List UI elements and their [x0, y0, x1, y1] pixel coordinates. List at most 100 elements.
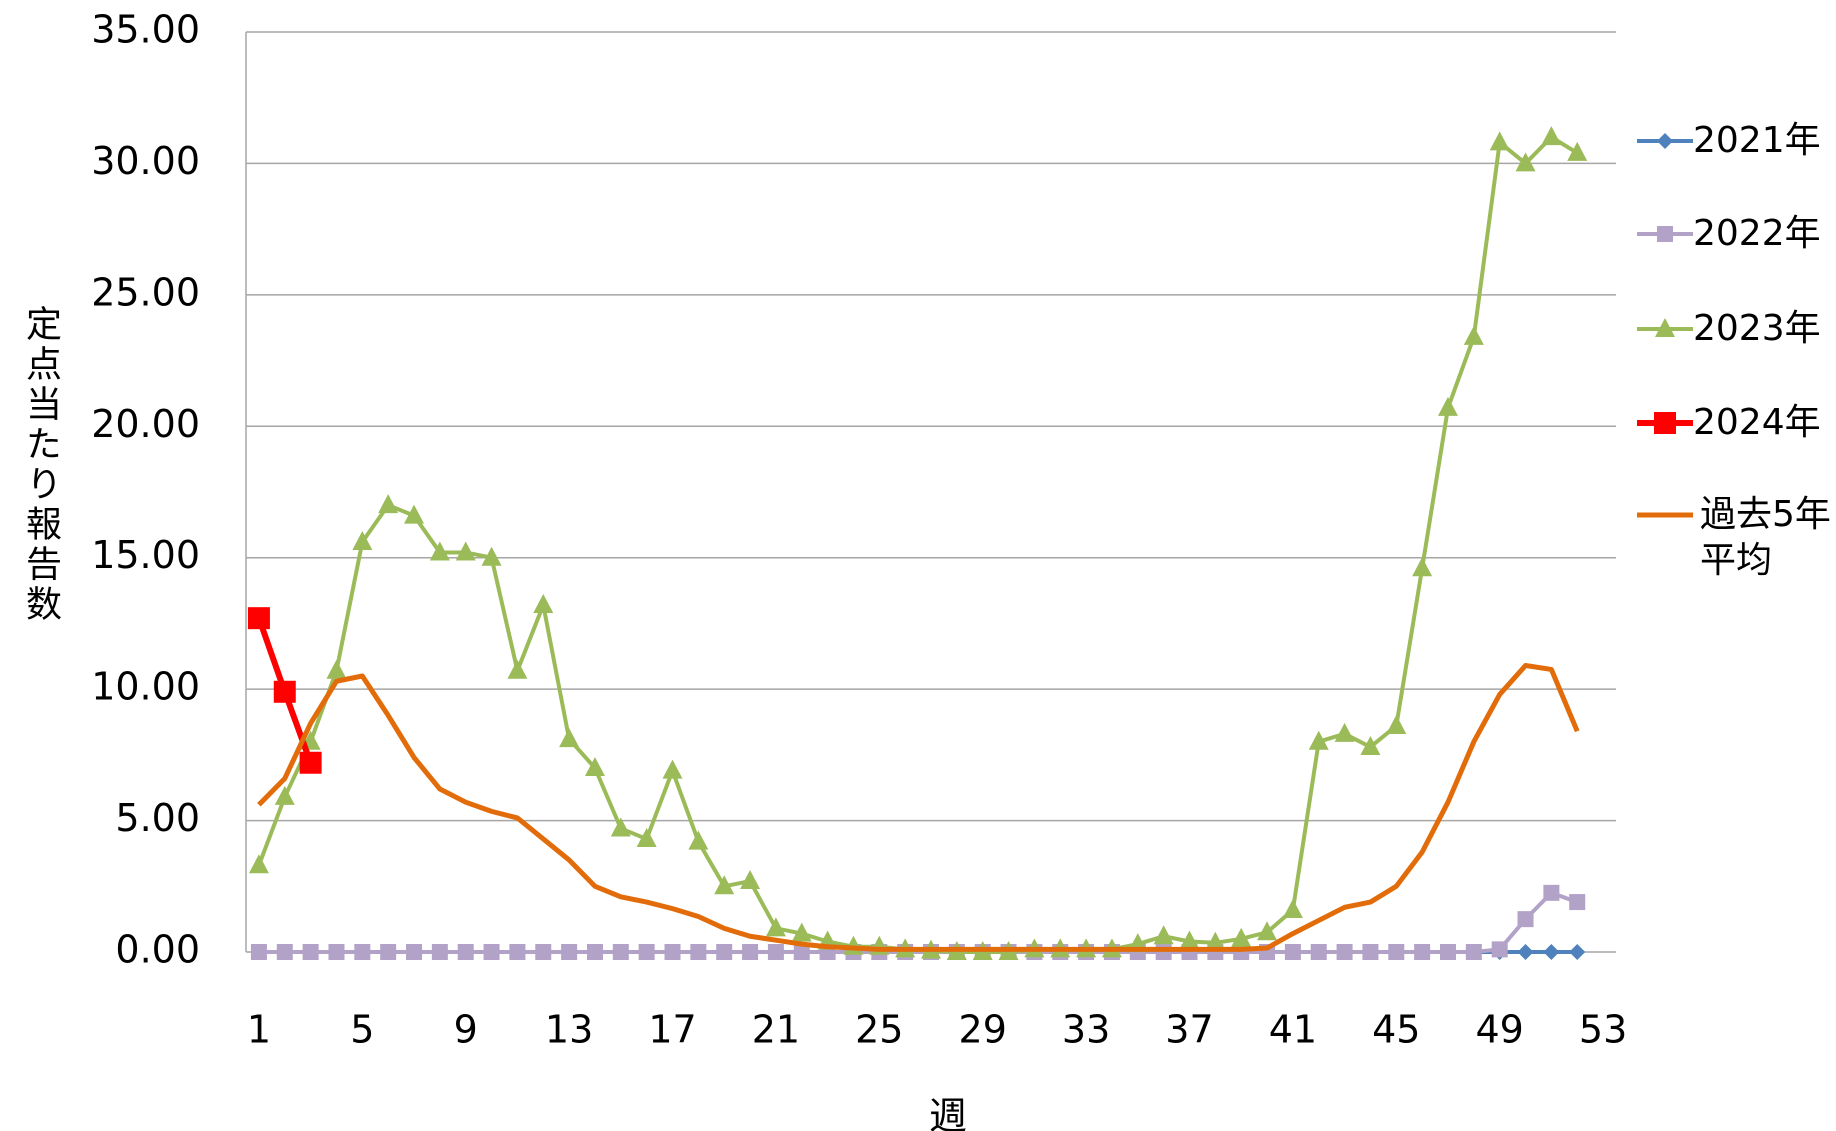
- marker: [1205, 931, 1226, 951]
- y-tick-label: 20.00: [91, 402, 200, 446]
- marker: [1465, 944, 1482, 960]
- marker: [299, 751, 322, 774]
- marker: [716, 944, 733, 960]
- marker: [1463, 325, 1484, 345]
- marker: [1257, 921, 1278, 941]
- x-tick-label: 9: [454, 1008, 478, 1052]
- y-tick-label: 0.00: [115, 928, 200, 972]
- legend-label: 2023年: [1693, 308, 1821, 349]
- y-tick-label: 25.00: [91, 270, 200, 314]
- marker: [380, 944, 397, 960]
- x-tick-label: 25: [855, 1008, 903, 1052]
- x-tick-label: 53: [1579, 1008, 1627, 1052]
- marker: [1489, 131, 1510, 151]
- marker: [1543, 944, 1560, 960]
- series-line: [257, 135, 1579, 954]
- marker: [431, 944, 448, 960]
- marker: [688, 830, 709, 850]
- legend-label: 2024年: [1693, 402, 1821, 443]
- marker: [507, 659, 528, 679]
- marker: [352, 530, 373, 550]
- y-axis-title: 定点当たり報告数: [20, 305, 61, 625]
- marker: [1360, 735, 1381, 755]
- marker: [535, 944, 552, 960]
- x-tick-label: 37: [1165, 1008, 1213, 1052]
- marker: [1179, 930, 1200, 950]
- marker: [636, 827, 657, 847]
- marker: [612, 944, 629, 960]
- legend-label: 過去5年平均: [1700, 494, 1831, 581]
- marker: [664, 944, 681, 960]
- marker: [1439, 944, 1456, 960]
- marker: [610, 817, 631, 837]
- x-tick-label: 45: [1372, 1008, 1420, 1052]
- marker: [354, 944, 371, 960]
- y-tick-label: 30.00: [91, 139, 200, 183]
- y-tick-label: 15.00: [91, 533, 200, 577]
- marker: [1282, 898, 1303, 918]
- marker: [1491, 941, 1508, 958]
- marker: [1414, 944, 1431, 960]
- marker: [276, 944, 293, 960]
- y-tick-label: 5.00: [115, 796, 200, 840]
- marker: [1569, 894, 1586, 911]
- marker: [1569, 944, 1586, 960]
- marker: [714, 875, 735, 895]
- marker: [1386, 714, 1407, 734]
- marker: [406, 944, 423, 960]
- marker: [1284, 944, 1301, 960]
- marker: [793, 944, 810, 960]
- marker: [378, 494, 399, 514]
- marker: [1412, 557, 1433, 577]
- marker: [1437, 396, 1458, 416]
- marker: [742, 944, 759, 960]
- marker: [481, 546, 502, 566]
- marker: [1567, 141, 1588, 161]
- marker: [429, 541, 450, 561]
- marker: [662, 759, 683, 779]
- marker: [1517, 944, 1534, 960]
- marker: [1541, 126, 1562, 146]
- series-line: [258, 890, 1578, 954]
- marker: [1655, 318, 1675, 337]
- marker: [302, 944, 319, 960]
- marker: [767, 944, 784, 960]
- x-tick-label: 41: [1269, 1008, 1317, 1052]
- marker: [1517, 911, 1534, 928]
- x-tick-label: 21: [752, 1008, 800, 1052]
- marker: [455, 541, 476, 561]
- marker: [1657, 226, 1673, 242]
- marker: [1515, 152, 1536, 172]
- marker: [1654, 412, 1676, 434]
- x-tick-label: 29: [959, 1008, 1007, 1052]
- marker: [273, 680, 296, 703]
- x-tick-label: 1: [247, 1008, 271, 1052]
- series-line: [257, 662, 1580, 952]
- marker: [586, 944, 603, 960]
- marker: [1155, 944, 1172, 960]
- x-tick-label: 17: [648, 1008, 696, 1052]
- marker: [559, 728, 580, 748]
- marker: [1308, 730, 1329, 750]
- marker: [690, 944, 707, 960]
- x-axis-title: 週: [928, 1094, 967, 1131]
- marker: [1334, 722, 1355, 742]
- marker: [247, 607, 270, 630]
- marker: [326, 659, 347, 679]
- marker: [1388, 944, 1405, 960]
- legend-label: 2021年: [1693, 120, 1821, 161]
- y-tick-label: 35.00: [91, 8, 200, 52]
- x-tick-label: 33: [1062, 1008, 1110, 1052]
- marker: [1231, 927, 1252, 947]
- x-tick-label: 49: [1475, 1008, 1523, 1052]
- y-tick-label: 10.00: [91, 665, 200, 709]
- x-tick-label: 13: [545, 1008, 593, 1052]
- marker: [509, 944, 526, 960]
- marker: [1657, 133, 1673, 149]
- marker: [533, 594, 554, 614]
- marker: [483, 944, 500, 960]
- marker: [765, 917, 786, 937]
- marker: [561, 944, 578, 960]
- x-tick-label: 5: [350, 1008, 374, 1052]
